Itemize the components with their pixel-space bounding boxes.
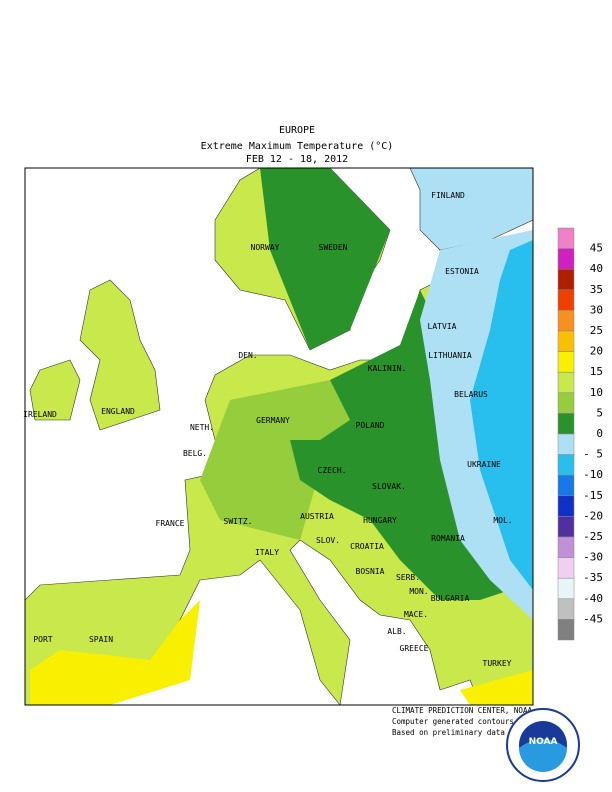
country-label: BOSNIA xyxy=(356,567,385,576)
credit-line: Based on preliminary data xyxy=(392,728,505,737)
legend: 45 40 35 30 25 20 15 10 5 0 - 5 -10 -15 -20 -25 -30 -35 -… xyxy=(557,227,603,641)
great-britain xyxy=(79,279,161,431)
legend-label: 0 xyxy=(596,427,603,440)
legend-swatch xyxy=(557,619,575,641)
country-label: GERMANY xyxy=(256,416,290,425)
legend-label: 45 xyxy=(590,242,603,255)
country-labels: FINLAND NORWAY SWEDEN ESTONIA DEN. LATVI… xyxy=(23,191,512,668)
legend-label: - 5 xyxy=(583,448,603,461)
zone-5-10 xyxy=(200,380,350,540)
country-label: SLOVAK. xyxy=(372,482,406,491)
legend-swatch xyxy=(557,577,575,600)
country-label: BELG. xyxy=(183,449,207,458)
legend-label: 25 xyxy=(590,324,603,337)
legend-swatch xyxy=(557,557,575,579)
map-title: Extreme Maximum Temperature (°C) xyxy=(201,141,394,152)
country-label: KALININ. xyxy=(368,364,407,373)
legend-label: 5 xyxy=(596,406,603,419)
country-label: SLOV. xyxy=(316,536,340,545)
country-label: GREECE xyxy=(400,644,429,653)
legend-label: 20 xyxy=(590,345,603,358)
legend-swatch xyxy=(557,392,575,414)
legend-label: -35 xyxy=(583,571,603,584)
country-label: FRANCE xyxy=(156,519,185,528)
country-label: NETH. xyxy=(190,423,214,432)
legend-label: -30 xyxy=(583,551,603,564)
country-label: MON. xyxy=(409,587,428,596)
country-label: BULGARIA xyxy=(431,594,470,603)
country-label: POLAND xyxy=(356,421,385,430)
credit-line: CLIMATE PREDICTION CENTER, NOAA xyxy=(392,706,532,715)
legend-swatch xyxy=(557,516,575,538)
legend-label: -20 xyxy=(583,509,603,522)
legend-label: 15 xyxy=(590,365,603,378)
legend-swatch xyxy=(557,310,575,332)
region-title: EUROPE xyxy=(279,125,315,136)
map xyxy=(24,167,534,706)
legend-swatch xyxy=(557,330,575,352)
country-label: DEN. xyxy=(238,351,257,360)
country-label: SERB. xyxy=(396,573,420,582)
country-label: NORWAY xyxy=(251,243,280,252)
country-label: IRELAND xyxy=(23,410,57,419)
legend-label: -40 xyxy=(583,592,603,605)
country-label: ALB. xyxy=(387,627,406,636)
legend-swatch xyxy=(557,536,575,558)
legend-swatch xyxy=(557,248,575,270)
country-label: PORT xyxy=(33,635,52,644)
country-label: SWEDEN xyxy=(319,243,348,252)
country-label: BELARUS xyxy=(454,390,488,399)
country-label: MACE. xyxy=(404,610,428,619)
country-label: FINLAND xyxy=(431,191,465,200)
legend-label: -15 xyxy=(583,489,603,502)
date-range: FEB 12 - 18, 2012 xyxy=(246,154,348,165)
zone-0-5-sweden xyxy=(260,168,390,350)
legend-label: 40 xyxy=(590,262,603,275)
country-label: MOL. xyxy=(493,516,512,525)
logo-text: NOAA xyxy=(529,737,558,747)
country-label: LITHUANIA xyxy=(428,351,472,360)
noaa-logo: NOAA xyxy=(506,708,580,782)
legend-swatch xyxy=(557,454,575,476)
country-label: SPAIN xyxy=(89,635,113,644)
legend-swatch xyxy=(557,474,575,497)
legend-swatch xyxy=(557,227,575,249)
legend-label: -10 xyxy=(583,468,603,481)
country-label: ENGLAND xyxy=(101,407,135,416)
legend-label: 35 xyxy=(590,283,603,296)
country-label: TURKEY xyxy=(483,659,512,668)
country-label: ITALY xyxy=(255,548,279,557)
legend-label: -25 xyxy=(583,530,603,543)
country-label: UKRAINE xyxy=(467,460,501,469)
zone-15-20-turkey xyxy=(460,670,533,705)
legend-swatch xyxy=(557,268,575,291)
legend-swatch xyxy=(557,433,575,455)
legend-swatch xyxy=(557,598,575,620)
country-label: AUSTRIA xyxy=(300,512,334,521)
legend-label: 10 xyxy=(590,386,603,399)
ireland xyxy=(29,359,81,421)
credit-line: Computer generated contours xyxy=(392,717,514,726)
zone-minus10-minus5 xyxy=(470,240,533,590)
country-label: ROMANIA xyxy=(431,534,465,543)
country-label: CROATIA xyxy=(350,542,384,551)
legend-swatch xyxy=(557,351,575,373)
legend-swatch xyxy=(557,371,575,394)
country-label: SWITZ. xyxy=(224,517,253,526)
legend-swatch xyxy=(557,289,575,311)
country-label: LATVIA xyxy=(428,322,457,331)
legend-swatch xyxy=(557,495,575,517)
legend-label: 30 xyxy=(590,303,603,316)
country-label: HUNGARY xyxy=(363,516,397,525)
zone-15-20 xyxy=(30,600,200,705)
country-label: CZECH. xyxy=(318,466,347,475)
legend-swatch xyxy=(557,413,575,435)
country-label: ESTONIA xyxy=(445,267,479,276)
legend-label: -45 xyxy=(583,612,603,625)
